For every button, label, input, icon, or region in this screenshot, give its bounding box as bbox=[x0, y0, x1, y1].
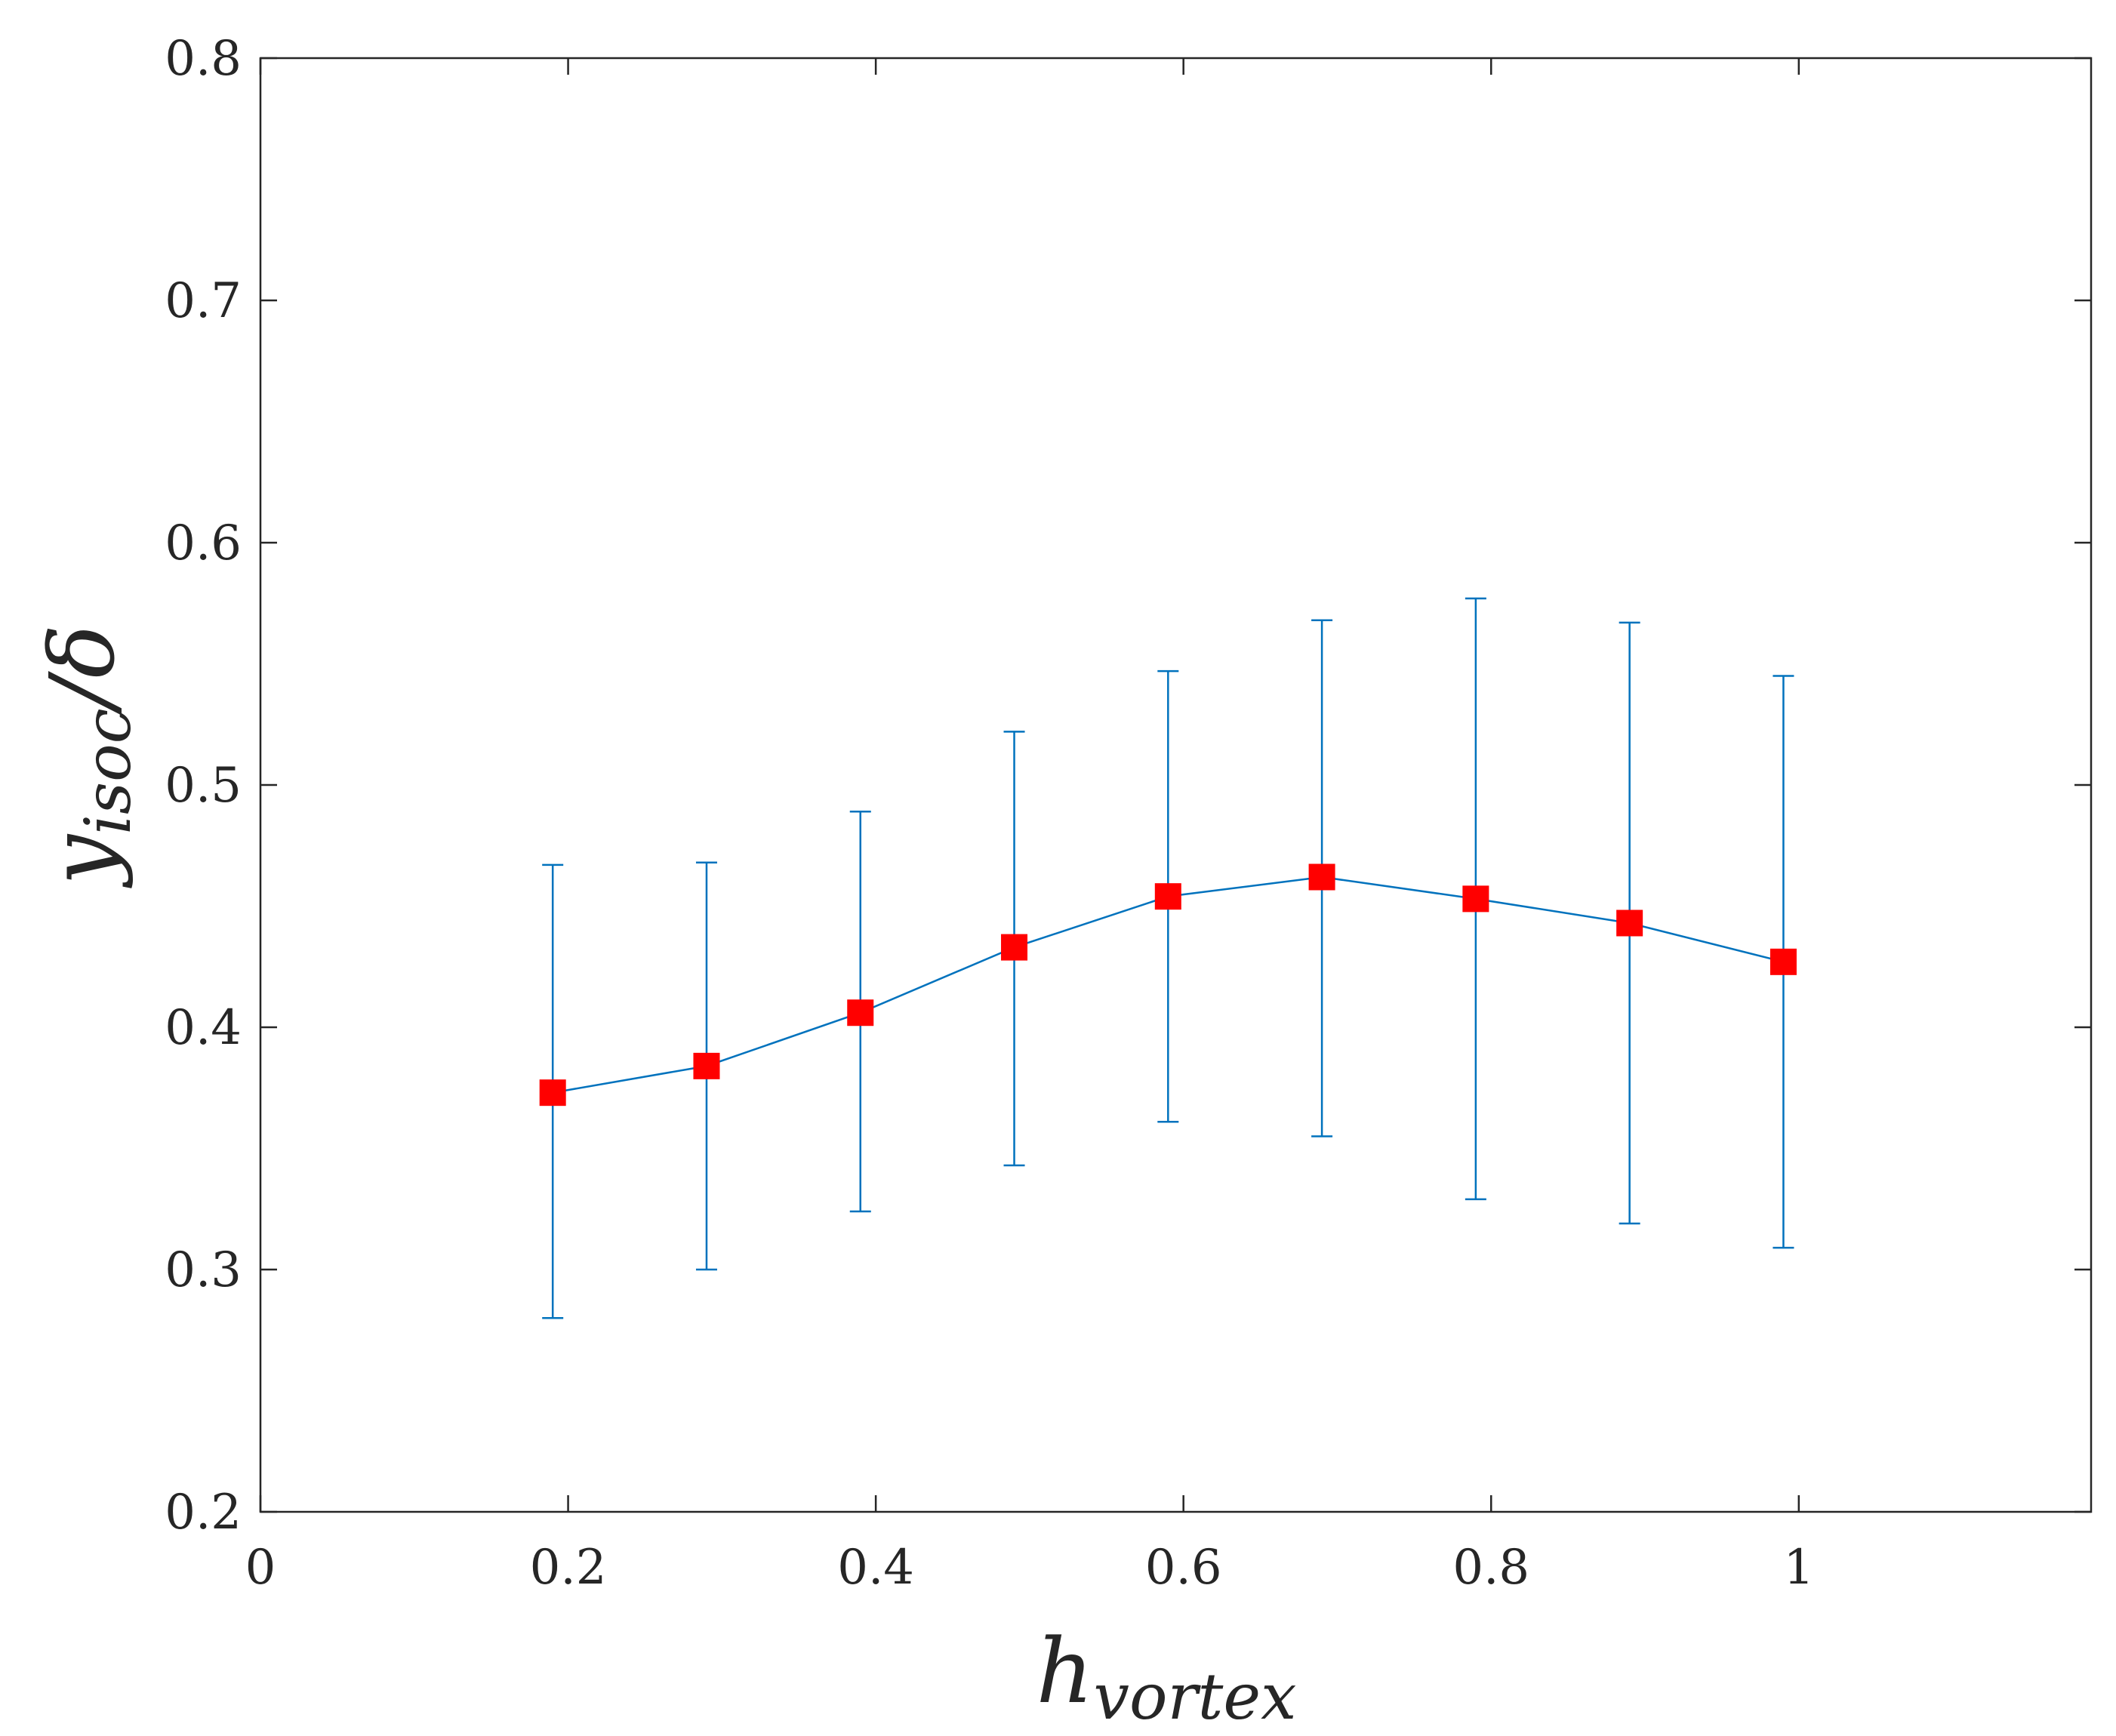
x-tick-label: 0.8 bbox=[1452, 1540, 1529, 1596]
data-point bbox=[1001, 934, 1028, 961]
axes bbox=[259, 57, 2093, 1513]
data-point bbox=[539, 1079, 566, 1107]
y-tick-label: 0.5 bbox=[165, 758, 242, 814]
x-tick-label: 0 bbox=[245, 1540, 276, 1596]
data-point bbox=[847, 999, 874, 1027]
tick-labels: 0 0.2 0.4 0.6 0.8 10.20.30.40.50.60.70.8 bbox=[165, 31, 1814, 1596]
y-axis-label-sub: isoc bbox=[71, 708, 145, 835]
y-tick-label: 0.2 bbox=[165, 1485, 242, 1541]
data-point bbox=[1769, 948, 1797, 975]
x-axis-label: hvortex bbox=[1036, 1619, 1296, 1734]
y-tick-label: 0.4 bbox=[165, 1000, 242, 1056]
y-axis-label-main: y bbox=[30, 834, 134, 889]
data-point bbox=[1154, 883, 1181, 910]
y-axis-label: yisoc/δ bbox=[30, 624, 145, 888]
y-tick-label: 0.7 bbox=[165, 273, 242, 329]
x-tick-label: 1 bbox=[1783, 1540, 1814, 1596]
x-axis-label-sub: vortex bbox=[1093, 1660, 1296, 1734]
x-tick-label: 0.2 bbox=[530, 1540, 607, 1596]
data-point bbox=[693, 1052, 720, 1079]
y-tick-label: 0.8 bbox=[165, 31, 242, 87]
y-axis-label-suffix: /δ bbox=[30, 624, 134, 716]
plot-frame bbox=[259, 57, 2093, 1513]
error-bars bbox=[542, 597, 1794, 1319]
data-point bbox=[1308, 863, 1335, 891]
x-tick-label: 0.4 bbox=[837, 1540, 914, 1596]
y-tick-label: 0.3 bbox=[165, 1242, 242, 1298]
markers bbox=[539, 863, 1797, 1107]
x-axis-label-main: h bbox=[1036, 1619, 1093, 1723]
data-point bbox=[1616, 910, 1643, 937]
x-tick-label: 0.6 bbox=[1145, 1540, 1222, 1596]
y-tick-label: 0.6 bbox=[165, 516, 242, 571]
data-point bbox=[1462, 885, 1489, 913]
